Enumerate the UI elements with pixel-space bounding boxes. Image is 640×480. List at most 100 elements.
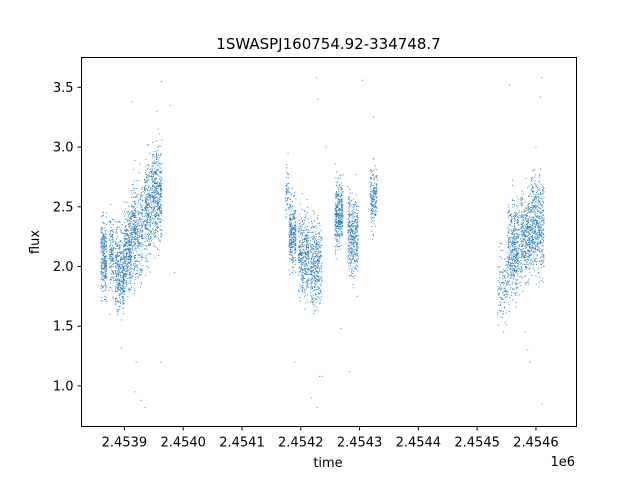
data-point — [151, 222, 153, 224]
data-point — [109, 249, 111, 251]
data-point — [293, 267, 295, 269]
data-point — [132, 237, 134, 239]
data-point — [157, 174, 159, 176]
data-point — [518, 261, 520, 263]
data-point — [356, 242, 358, 244]
data-point — [102, 272, 104, 274]
data-point — [335, 230, 337, 232]
data-point — [115, 297, 117, 299]
data-point — [523, 209, 525, 211]
data-point — [144, 178, 146, 180]
data-point — [334, 208, 336, 210]
data-point — [517, 268, 519, 270]
data-point — [516, 221, 518, 223]
data-point — [321, 262, 323, 264]
data-point — [112, 254, 114, 256]
data-point — [161, 229, 163, 231]
data-point — [160, 222, 162, 224]
data-point — [525, 245, 527, 247]
data-point — [320, 281, 322, 283]
data-point — [347, 225, 349, 227]
data-point — [375, 202, 377, 204]
data-point — [113, 279, 115, 281]
data-point — [307, 240, 309, 242]
data-point — [319, 250, 321, 252]
data-point — [102, 238, 104, 240]
data-point — [291, 237, 293, 239]
data-point — [341, 219, 343, 221]
data-point — [126, 266, 128, 268]
data-point — [301, 244, 303, 246]
data-point — [528, 249, 530, 251]
data-point — [372, 190, 374, 192]
data-point — [347, 250, 349, 252]
data-point — [135, 239, 137, 241]
data-point — [289, 273, 291, 275]
data-point — [157, 226, 159, 228]
data-point — [298, 258, 300, 260]
data-point — [529, 224, 531, 226]
data-point — [514, 266, 516, 268]
data-point — [154, 197, 156, 199]
data-point — [357, 239, 359, 241]
data-point — [300, 265, 302, 267]
data-point — [129, 257, 131, 258]
data-point — [352, 223, 354, 225]
data-point — [298, 235, 300, 237]
data-point — [104, 239, 106, 241]
data-point — [305, 253, 307, 255]
data-point — [347, 239, 349, 241]
data-point — [288, 204, 290, 206]
data-point — [349, 235, 351, 237]
data-point — [131, 239, 133, 241]
data-point — [298, 271, 300, 273]
data-point — [350, 234, 352, 236]
data-point — [120, 252, 122, 254]
data-point — [355, 202, 357, 204]
data-point — [510, 243, 512, 245]
data-point — [135, 264, 137, 266]
data-point — [514, 269, 516, 271]
data-point — [301, 276, 303, 278]
data-point — [289, 197, 291, 199]
data-point — [149, 153, 151, 155]
data-point — [154, 245, 156, 247]
data-point — [140, 242, 142, 244]
data-point — [129, 251, 131, 253]
data-point — [311, 262, 313, 264]
data-point — [288, 197, 289, 199]
data-point — [518, 267, 520, 269]
data-point — [123, 293, 125, 295]
data-point — [138, 212, 140, 214]
data-point — [155, 229, 157, 231]
data-point — [312, 264, 314, 266]
data-point — [112, 266, 114, 268]
data-point — [294, 229, 296, 231]
data-point — [523, 235, 525, 237]
data-point — [301, 243, 303, 245]
data-point — [311, 273, 313, 275]
data-point — [128, 238, 130, 240]
data-point — [338, 216, 340, 218]
data-point — [145, 201, 147, 203]
data-point — [306, 284, 308, 286]
data-point — [112, 263, 114, 265]
data-point — [305, 265, 307, 267]
data-point — [315, 250, 317, 252]
data-point — [511, 237, 513, 239]
data-point — [310, 247, 312, 249]
data-point — [141, 224, 143, 226]
data-point — [118, 271, 120, 273]
data-point — [290, 238, 292, 240]
data-point — [123, 313, 125, 315]
data-point — [103, 237, 105, 239]
data-point — [347, 236, 349, 238]
data-point — [335, 195, 337, 197]
data-point — [105, 271, 107, 273]
data-point — [505, 264, 507, 266]
data-point — [131, 238, 133, 240]
data-point — [528, 245, 530, 247]
data-point — [132, 272, 134, 274]
data-point — [350, 234, 352, 236]
